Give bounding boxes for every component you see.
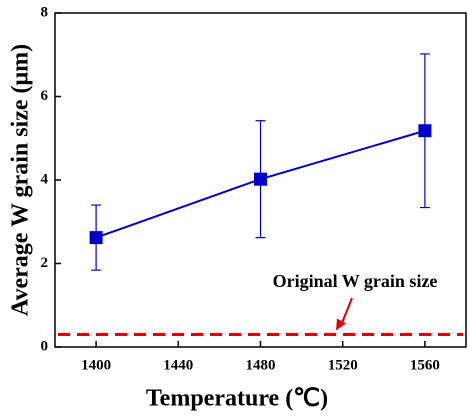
x-tick-label: 1560 [410,357,440,373]
y-tick-label: 6 [41,88,49,104]
y-tick-label: 0 [41,338,49,354]
x-tick-label: 1520 [328,357,358,373]
reference-label: Original W grain size [273,271,438,291]
y-tick-label: 8 [41,4,49,20]
data-point [89,231,103,245]
data-point [418,124,432,138]
reference-arrow [340,297,353,326]
reference-arrowhead [336,318,346,331]
y-tick-label: 2 [41,255,49,271]
data-point [254,172,267,186]
y-tick-label: 4 [41,171,49,187]
x-axis-title: Temperature (℃) [146,386,328,412]
x-tick-label: 1440 [163,357,193,373]
y-axis-title: Average W grain size (μm) [8,44,34,316]
x-tick-label: 1400 [81,357,111,373]
x-tick-label: 1480 [246,357,276,373]
